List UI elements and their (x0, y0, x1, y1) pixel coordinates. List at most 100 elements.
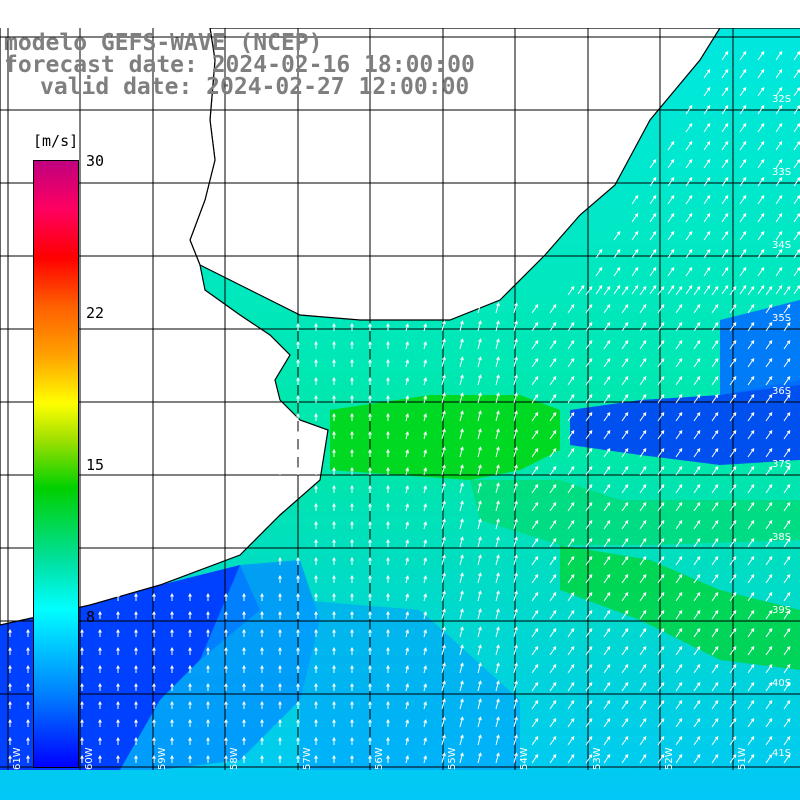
wind-arrow (693, 609, 701, 620)
wind-arrow (80, 754, 84, 763)
wind-arrow (314, 592, 318, 601)
wind-arrow (775, 248, 783, 259)
wind-arrow (685, 212, 693, 223)
wind-arrow (621, 735, 629, 746)
wind-arrow (8, 754, 12, 763)
wind-arrow (757, 140, 765, 151)
wind-arrow (693, 375, 701, 386)
wind-arrow (783, 663, 791, 674)
wind-arrow (531, 483, 539, 494)
wind-arrow (703, 176, 711, 187)
wind-arrow (368, 664, 372, 673)
wind-arrow (459, 320, 464, 332)
wind-arrow (729, 429, 737, 440)
wind-arrow (170, 718, 174, 727)
wind-arrow (693, 519, 701, 530)
wind-arrow (441, 626, 446, 638)
wind-arrow (729, 357, 737, 368)
wind-arrow (783, 717, 791, 728)
wind-arrow (296, 664, 300, 673)
wind-arrow (188, 754, 192, 763)
wind-arrow (332, 538, 336, 547)
wind-arrow (549, 321, 557, 332)
wind-arrow (386, 358, 390, 367)
wind-arrow (242, 718, 246, 727)
wind-arrow (296, 592, 300, 601)
wind-arrow (549, 393, 557, 404)
wind-arrow (675, 303, 683, 314)
wind-arrow (567, 555, 575, 566)
wind-arrow (613, 248, 621, 259)
wind-arrow (350, 718, 354, 727)
wind-arrow (206, 682, 210, 691)
wind-arrow (224, 628, 228, 637)
wind-arrow (567, 735, 575, 746)
wind-arrow (441, 590, 446, 602)
wind-arrow (639, 357, 647, 368)
wind-arrow (639, 465, 647, 476)
wind-arrow (729, 393, 737, 404)
wind-arrow (747, 375, 755, 386)
wind-arrow (332, 718, 336, 727)
wind-arrow (350, 412, 354, 421)
wind-arrow (477, 752, 482, 764)
lon-label: 61W (12, 747, 23, 770)
wind-arrow (549, 645, 557, 656)
wind-arrow (332, 556, 336, 565)
wind-arrow (775, 212, 783, 223)
wind-arrow (495, 644, 500, 656)
wind-arrow (314, 484, 318, 493)
wind-arrow (675, 699, 683, 710)
wind-arrow (783, 411, 791, 422)
wind-arrow (314, 394, 318, 403)
wind-arrow (757, 104, 765, 115)
wind-arrow (477, 662, 482, 674)
wind-arrow (477, 446, 482, 458)
wind-arrow (423, 647, 427, 656)
wind-arrow (585, 447, 593, 458)
wind-arrow (747, 393, 755, 404)
wind-arrow (405, 323, 409, 332)
wind-arrow (693, 591, 701, 602)
wind-arrow (747, 753, 755, 764)
wind-arrow (314, 682, 318, 691)
wind-arrow (657, 411, 665, 422)
wind-arrow (314, 574, 318, 583)
wind-arrow (729, 303, 737, 314)
wind-arrow (765, 555, 773, 566)
wind-arrow (152, 718, 156, 727)
wind-arrow (314, 628, 318, 637)
wind-arrow (368, 466, 372, 475)
wind-arrow (459, 752, 464, 764)
wind-arrow (405, 485, 409, 494)
wind-arrow (621, 339, 629, 350)
wind-arrow (729, 447, 737, 458)
wind-arrow (531, 627, 539, 638)
wind-arrow (224, 718, 228, 727)
wind-arrow (603, 447, 611, 458)
wind-arrow (513, 464, 518, 476)
wind-arrow (739, 230, 747, 241)
wind-arrow (729, 501, 737, 512)
wind-arrow (314, 448, 318, 457)
wind-arrow (260, 718, 264, 727)
wind-arrow (675, 483, 683, 494)
wind-arrow (775, 230, 783, 241)
wind-arrow (531, 339, 539, 350)
wind-arrow (585, 429, 593, 440)
wind-arrow (657, 573, 665, 584)
wind-arrow (729, 411, 737, 422)
wind-arrow (711, 537, 719, 548)
wind-arrow (729, 627, 737, 638)
wind-arrow (775, 68, 783, 79)
wind-arrow (459, 644, 464, 656)
wind-arrow (747, 609, 755, 620)
lon-label: 55W (447, 747, 458, 770)
wind-arrow (495, 500, 500, 512)
wind-arrow (549, 357, 557, 368)
wind-arrow (765, 429, 773, 440)
wind-arrow (423, 449, 427, 458)
wind-arrow (350, 376, 354, 385)
wind-arrow (585, 411, 593, 422)
